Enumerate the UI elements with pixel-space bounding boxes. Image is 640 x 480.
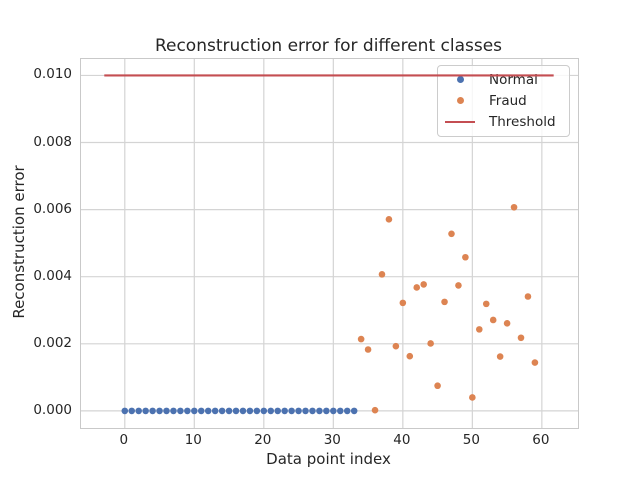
x-tick-label: 20 — [254, 432, 272, 448]
x-tick-label: 50 — [462, 432, 480, 448]
y-tick-label: 0.002 — [33, 334, 72, 351]
legend-label: Threshold — [489, 114, 556, 131]
y-tick-label: 0.008 — [33, 133, 72, 150]
legend-label: Fraud — [489, 92, 527, 109]
legend-row: Normal — [438, 69, 569, 90]
marker-dot — [456, 97, 464, 105]
y-tick-label: 0.004 — [33, 267, 72, 284]
x-axis-label: Data point index — [266, 450, 391, 468]
x-tick-label: 10 — [184, 432, 202, 448]
y-tick-label: 0.010 — [33, 66, 72, 83]
x-tick-label: 30 — [323, 432, 341, 448]
legend-label: Normal — [489, 71, 538, 88]
legend-row: Fraud — [438, 90, 569, 111]
y-axis-label: Reconstruction error — [10, 165, 28, 319]
threshold-line-sample — [445, 121, 475, 124]
y-tick-label: 0.006 — [33, 200, 72, 217]
legend-line-icon — [438, 121, 482, 124]
legend-row: Threshold — [438, 112, 569, 133]
x-tick-label: 40 — [393, 432, 411, 448]
legend-dot-icon — [438, 97, 482, 105]
x-tick-label: 0 — [119, 432, 129, 448]
marker-dot — [456, 76, 464, 84]
x-tick-label: 60 — [532, 432, 550, 448]
legend-dot-icon — [438, 76, 482, 84]
y-tick-label: 0.000 — [33, 401, 72, 418]
chart-title: Reconstruction error for different class… — [154, 36, 503, 56]
legend: Normal Fraud Threshold — [437, 65, 570, 137]
